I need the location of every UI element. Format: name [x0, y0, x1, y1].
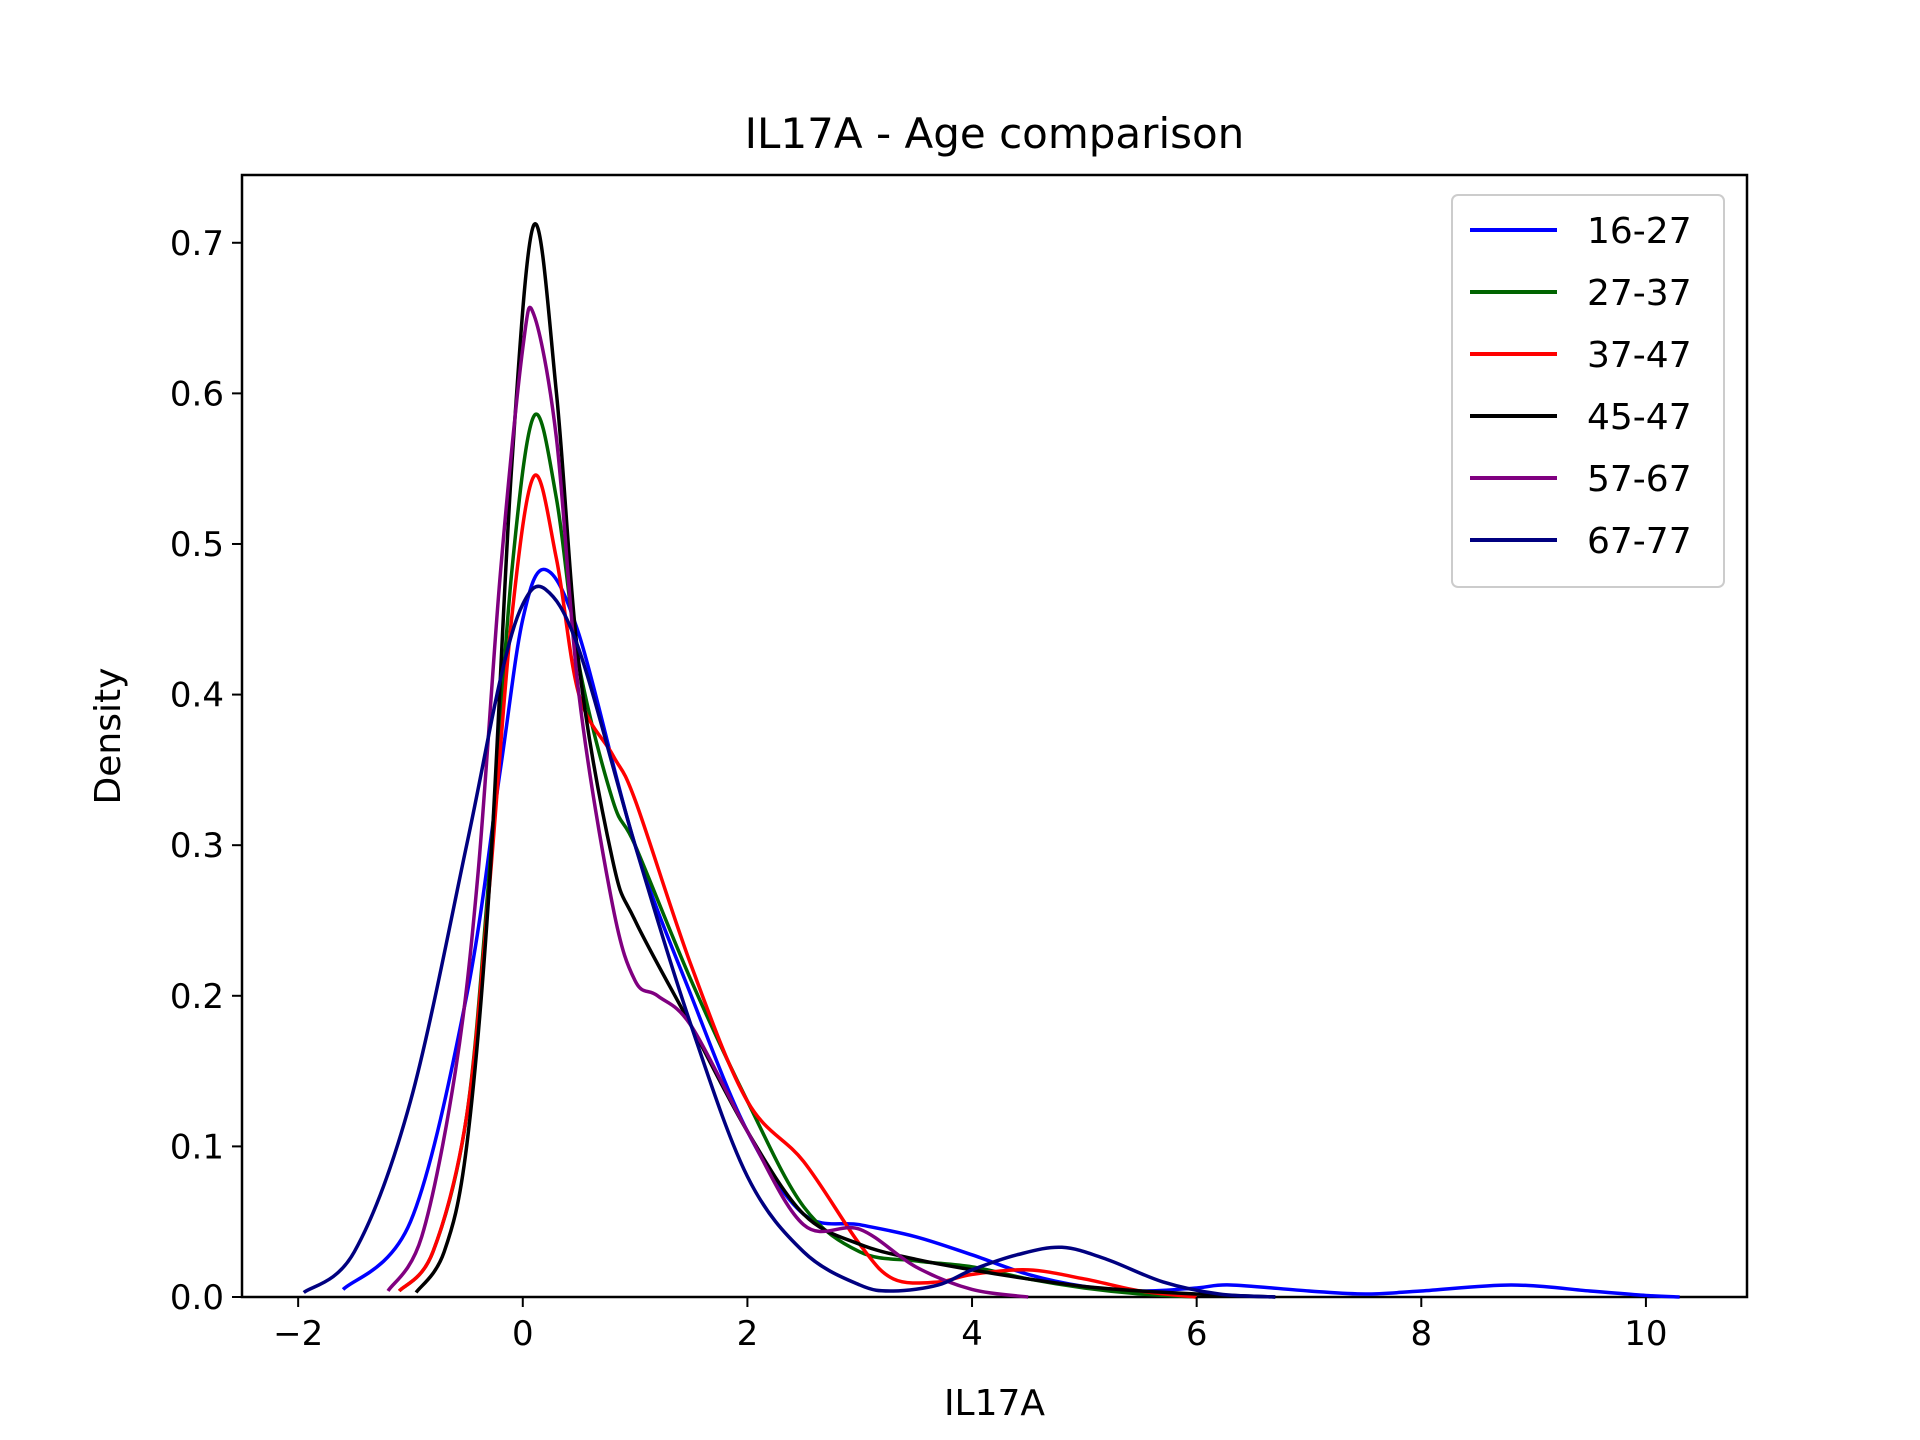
chart-title: IL17A - Age comparison — [745, 109, 1245, 158]
y-tick-label: 0.4 — [170, 676, 224, 716]
legend-label-2: 27-37 — [1587, 273, 1692, 314]
y-axis-label: Density — [88, 668, 129, 805]
series-line-6 — [302, 584, 1276, 1299]
y-tick-label: 0.7 — [170, 224, 224, 264]
x-tick-label: −2 — [273, 1314, 323, 1354]
x-tick-label: 2 — [737, 1314, 759, 1354]
x-axis-ticks: −2 0 2 4 6 8 10 — [273, 1297, 1668, 1354]
x-axis-label: IL17A — [944, 1383, 1045, 1424]
legend-label-4: 45-47 — [1587, 397, 1692, 438]
legend: 16-27 27-37 37-47 45-47 57-67 67-77 — [1451, 194, 1725, 588]
x-tick-label: 4 — [961, 1314, 983, 1354]
y-tick-label: 0.5 — [170, 525, 224, 565]
series-line-1 — [341, 567, 1680, 1299]
series-group — [302, 222, 1680, 1299]
series-line-3 — [397, 473, 1197, 1299]
y-tick-label: 0.3 — [170, 826, 224, 866]
plot-frame — [240, 173, 1749, 1299]
series-line-5 — [386, 305, 1029, 1299]
legend-label-5: 57-67 — [1587, 459, 1692, 500]
y-tick-label: 0.1 — [170, 1127, 224, 1167]
y-axis-ticks: 0.0 0.1 0.2 0.3 0.4 0.5 0.6 0.7 — [170, 224, 242, 1318]
legend-label-3: 37-47 — [1587, 335, 1692, 376]
series-line-4 — [414, 222, 1276, 1299]
legend-label-6: 67-77 — [1587, 521, 1692, 562]
y-tick-label: 0.6 — [170, 374, 224, 414]
legend-label-1: 16-27 — [1587, 211, 1692, 252]
x-tick-label: 10 — [1624, 1314, 1667, 1354]
x-tick-label: 6 — [1186, 1314, 1208, 1354]
x-tick-label: 8 — [1410, 1314, 1432, 1354]
y-tick-label: 0.2 — [170, 977, 224, 1017]
y-tick-label: 0.0 — [170, 1278, 224, 1318]
x-tick-label: 0 — [512, 1314, 534, 1354]
